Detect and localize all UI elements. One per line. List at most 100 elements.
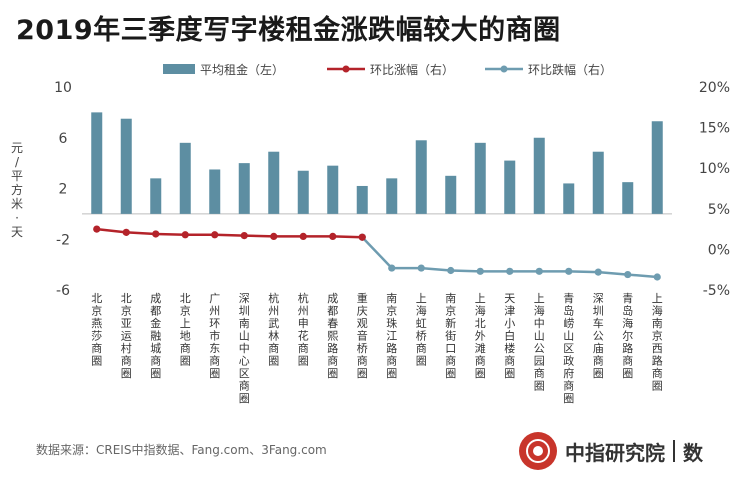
bar [651, 121, 663, 214]
y-left-tick-label: 10 [54, 80, 72, 96]
category-label: 商 [180, 341, 191, 355]
bar [474, 142, 486, 214]
y-left-tick-label: -2 [56, 232, 70, 248]
category-label: 都 [150, 305, 161, 318]
category-label: 上 [534, 292, 545, 305]
bar [209, 169, 221, 214]
category-label: 青 [622, 292, 633, 305]
category-label: 路 [652, 355, 663, 368]
point-down [535, 267, 543, 275]
point-up [181, 231, 189, 239]
y-right-tick-label: 20% [699, 80, 730, 96]
category-label: 圈 [652, 380, 663, 393]
category-label: 圳 [593, 305, 604, 318]
category-label: 商 [386, 354, 397, 368]
legend-label-up: 环比涨幅（右） [370, 62, 454, 77]
y-right-tick-label: 5% [708, 202, 730, 218]
category-label: 北 [475, 317, 486, 330]
y-left-axis-label: · [15, 211, 19, 225]
bar [622, 182, 634, 214]
point-up [152, 230, 160, 238]
point-up [270, 232, 278, 241]
point-down [417, 264, 425, 272]
bar [238, 163, 250, 214]
category-label: 天 [504, 292, 515, 305]
category-label: 岛 [622, 304, 633, 318]
point-down [624, 270, 632, 279]
category-label: 观 [357, 317, 368, 330]
category-label: 商 [91, 341, 102, 355]
category-label: 商 [475, 354, 486, 368]
point-up [122, 228, 130, 236]
point-down [476, 267, 484, 275]
category-label: 商 [150, 354, 161, 368]
category-label: 商 [652, 366, 663, 380]
category-label: 上 [180, 317, 191, 330]
y-right-tick-label: 10% [699, 161, 730, 177]
category-label: 商 [239, 379, 250, 393]
bar [386, 178, 398, 214]
category-label: 圳 [239, 305, 250, 318]
category-label: 商 [534, 366, 545, 380]
category-label: 桥 [357, 342, 368, 355]
category-label: 商 [268, 341, 279, 355]
category-label: 圈 [504, 367, 515, 380]
category-label: 崂 [563, 317, 574, 330]
series-line-up [96, 227, 363, 239]
point-up [358, 233, 366, 241]
category-label: 津 [504, 305, 515, 318]
category-label: 圈 [239, 392, 250, 405]
category-label: 上 [416, 292, 427, 305]
category-label: 街 [445, 329, 456, 343]
category-label: 圈 [475, 367, 486, 380]
category-label: 圈 [534, 380, 545, 393]
category-label: 重 [357, 291, 368, 305]
category-label: 海 [475, 304, 486, 318]
point-up [299, 232, 307, 241]
category-label: 中 [534, 317, 545, 330]
brand: 中指研究院 数 [519, 428, 703, 474]
category-label: 金 [150, 316, 161, 330]
category-label: 车 [593, 316, 604, 330]
category-label: 白 [504, 329, 515, 343]
category-label: 公 [534, 342, 545, 355]
category-label: 深 [239, 292, 250, 305]
category-label: 京 [180, 304, 191, 318]
category-label: 燕 [91, 317, 102, 330]
category-label: 路 [327, 342, 338, 355]
category-label: 桥 [416, 330, 427, 343]
category-label: 圈 [622, 367, 633, 380]
category-label: 外 [475, 330, 486, 343]
category-label: 海 [622, 316, 633, 330]
bar [592, 151, 604, 214]
y-left-tick-label: -6 [56, 283, 70, 299]
category-label: 熙 [327, 330, 338, 343]
category-label: 商 [357, 354, 368, 368]
y-right-tick-label: -5% [703, 283, 730, 299]
category-label: 州 [268, 305, 279, 318]
category-label: 圈 [445, 367, 456, 380]
category-label: 海 [416, 304, 427, 318]
bar [268, 151, 280, 214]
category-label: 小 [504, 317, 515, 330]
category-label: 新 [445, 316, 456, 330]
category-label: 广 [209, 292, 220, 305]
category-label: 杭 [268, 291, 279, 305]
category-label: 上 [475, 292, 486, 305]
point-down [388, 264, 396, 272]
category-label: 路 [622, 342, 633, 355]
category-label: 南 [652, 317, 663, 330]
category-label: 武 [268, 317, 279, 330]
category-label: 深 [593, 292, 604, 305]
point-down [594, 268, 602, 276]
bar [327, 165, 339, 214]
category-label: 都 [327, 305, 338, 318]
category-label: 圈 [386, 367, 397, 380]
point-down [565, 267, 573, 275]
category-label: 圈 [150, 367, 161, 380]
category-label: 江 [386, 330, 397, 343]
category-label: 圈 [416, 355, 427, 368]
category-label: 山 [239, 330, 250, 343]
category-label: 山 [534, 330, 545, 343]
category-label: 商 [563, 379, 574, 393]
